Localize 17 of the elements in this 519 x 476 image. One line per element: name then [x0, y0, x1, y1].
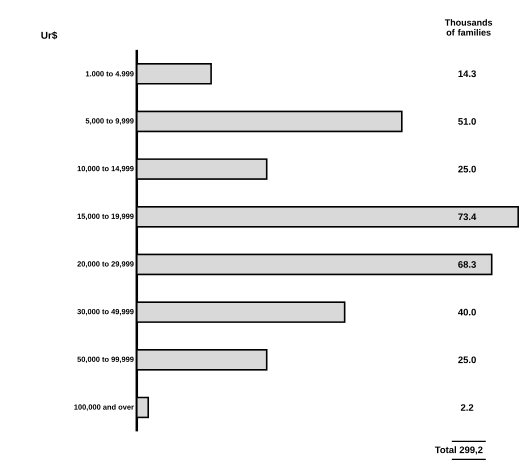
- text: Total 299,2: [434, 446, 483, 454]
- data-label: 68.3: [458, 260, 476, 268]
- data-label: 25.0: [458, 356, 476, 364]
- bar: [136, 301, 346, 323]
- bar: [136, 158, 268, 180]
- bar: [136, 110, 403, 132]
- data-label: 40.0: [458, 308, 476, 316]
- data-label: 25.0: [458, 166, 476, 172]
- data-label: 51.0: [458, 118, 476, 125]
- bar: [136, 62, 212, 84]
- data-label: 2.2: [460, 404, 474, 411]
- bar: [136, 206, 519, 228]
- x-axis-title: Thousands of families: [444, 18, 492, 36]
- bar: [136, 348, 268, 370]
- y-axis-title: Ur$: [41, 31, 58, 40]
- data-label: 73.4: [458, 213, 476, 220]
- data-label: 14.3: [458, 70, 476, 77]
